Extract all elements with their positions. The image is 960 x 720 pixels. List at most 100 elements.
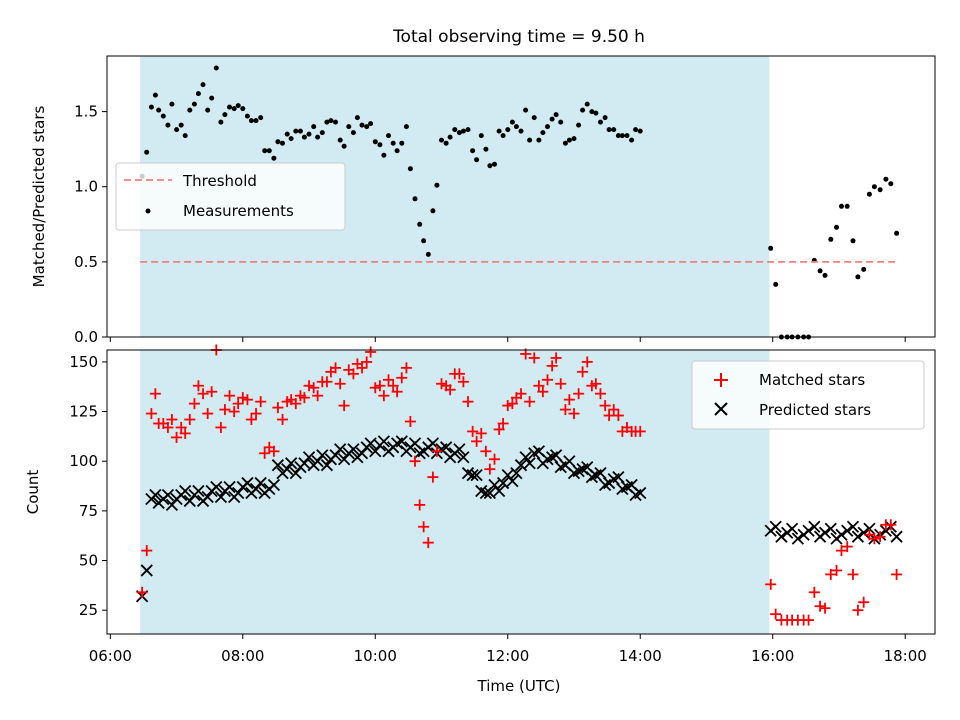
predicted-point xyxy=(769,520,782,533)
measurement-point xyxy=(191,101,197,107)
matched-point xyxy=(594,388,606,400)
matched-point xyxy=(515,388,527,400)
predicted-point xyxy=(161,488,175,502)
matched-point xyxy=(841,541,853,553)
matched-point xyxy=(418,521,430,533)
measurement-point xyxy=(540,130,546,136)
measurement-point xyxy=(359,122,365,128)
matched-point xyxy=(603,410,615,422)
matched-point xyxy=(436,378,448,390)
matched-point xyxy=(524,396,536,408)
measurement-point xyxy=(877,187,883,193)
measurement-point xyxy=(346,124,352,130)
x-axis-label: Time (UTC) xyxy=(477,677,561,695)
predicted-point xyxy=(271,459,285,472)
legend-matched-swatch xyxy=(714,373,728,387)
measurement-point xyxy=(425,251,431,257)
matched-point xyxy=(444,384,456,396)
x-tick-label: 16:00 xyxy=(751,647,794,665)
predicted-point xyxy=(302,451,316,464)
measurement-point xyxy=(828,236,834,242)
matched-point xyxy=(462,396,474,408)
measurement-point xyxy=(894,230,900,236)
measurement-point xyxy=(209,95,215,101)
measurement-point xyxy=(523,107,529,113)
measurement-point xyxy=(311,124,317,130)
predicted-point xyxy=(377,435,391,448)
matched-point xyxy=(215,421,227,433)
predicted-point xyxy=(851,530,865,543)
measurement-point xyxy=(571,136,577,142)
measurement-point xyxy=(513,124,519,130)
measurement-point xyxy=(850,238,856,244)
ratio-panel: 0.0 0.5 1.0 1.5 Matched/Predicted stars Thr… xyxy=(30,55,936,346)
predicted-point xyxy=(835,528,848,541)
measurement-point xyxy=(553,112,559,118)
x-tick-label: 10:00 xyxy=(354,647,397,665)
predicted-point xyxy=(249,482,263,496)
predicted-point xyxy=(201,490,214,504)
top-legend: Threshold Measurements xyxy=(115,162,346,231)
measurement-point xyxy=(637,128,643,134)
measurement-point xyxy=(629,137,635,143)
top-axis-ticks: 0.0 0.5 1.0 1.5 xyxy=(74,103,906,346)
matched-point xyxy=(175,421,187,433)
matched-point xyxy=(396,372,408,384)
top-y-axis-label: Matched/Predicted stars xyxy=(30,106,48,288)
matched-point xyxy=(197,388,209,400)
matched-point xyxy=(312,390,324,402)
measurement-point xyxy=(218,119,224,125)
measurement-point xyxy=(549,116,555,122)
matched-point xyxy=(192,380,204,392)
measurement-point xyxy=(152,92,158,98)
matched-point xyxy=(259,447,271,459)
measurement-point xyxy=(244,113,250,119)
matched-point xyxy=(400,362,412,374)
predicted-point xyxy=(440,441,453,454)
measurement-point xyxy=(412,196,418,202)
measurement-point xyxy=(350,130,356,136)
matched-point xyxy=(581,356,593,368)
matched-point xyxy=(770,608,782,620)
measurement-point xyxy=(200,82,206,88)
y-tick-label: 75 xyxy=(79,502,98,520)
predicted-point xyxy=(785,522,799,535)
measurement-point xyxy=(430,208,436,214)
predicted-point xyxy=(254,476,267,490)
measurement-point xyxy=(633,127,639,133)
matched-point xyxy=(369,382,381,394)
matched-point xyxy=(179,427,191,439)
measurement-point xyxy=(386,133,391,139)
matched-point xyxy=(334,378,346,390)
measurement-point xyxy=(231,106,237,112)
predicted-point xyxy=(483,486,497,500)
matched-point xyxy=(634,425,646,437)
matched-point xyxy=(852,604,864,616)
predicted-point xyxy=(824,522,837,535)
x-tick-label: 08:00 xyxy=(221,647,264,665)
predicted-point xyxy=(808,520,821,533)
measurement-point xyxy=(619,133,625,139)
measurement-point xyxy=(319,130,325,136)
matched-point xyxy=(541,374,553,386)
predicted-point xyxy=(846,520,860,533)
measurement-point xyxy=(271,155,277,161)
measurement-point xyxy=(474,157,480,163)
matched-point xyxy=(563,394,575,406)
matched-point xyxy=(528,352,540,364)
matched-point xyxy=(577,366,589,378)
matched-point xyxy=(467,425,479,437)
matched-point xyxy=(819,602,831,614)
measurement-point xyxy=(492,161,497,167)
predicted-point xyxy=(289,466,302,480)
matched-point xyxy=(427,471,439,483)
predicted-point xyxy=(506,474,519,488)
matched-point xyxy=(471,435,483,447)
predicted-point xyxy=(298,457,311,470)
measurement-point xyxy=(235,103,241,109)
matched-point xyxy=(272,402,284,414)
measurement-point xyxy=(434,182,440,188)
predicted-point xyxy=(355,447,369,460)
matched-point xyxy=(308,382,320,394)
